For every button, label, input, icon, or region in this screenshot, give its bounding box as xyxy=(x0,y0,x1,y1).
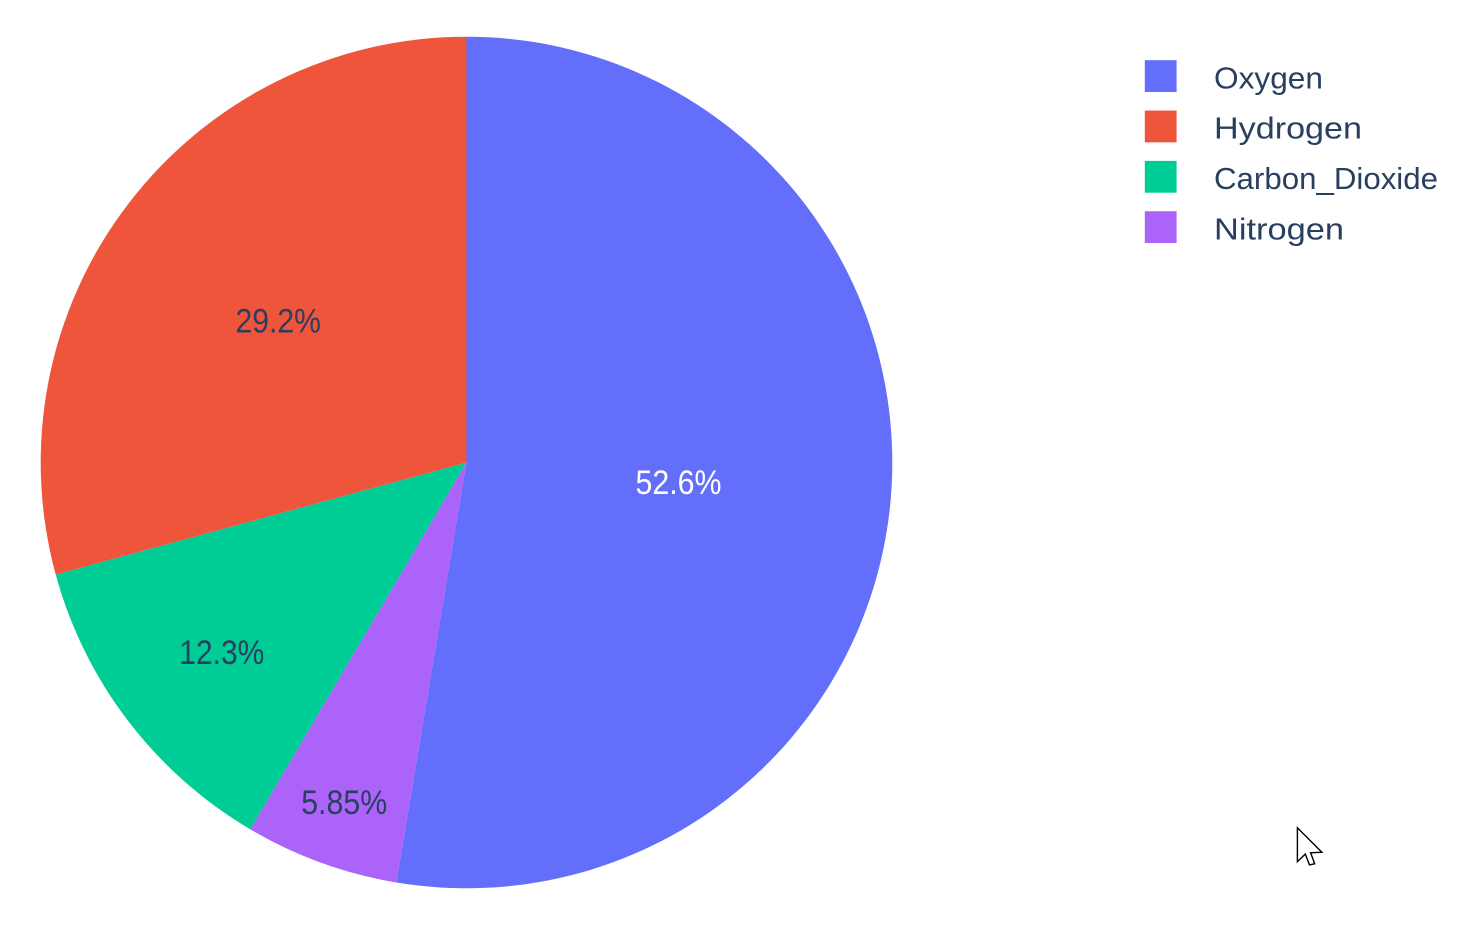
svg-text:Hydrogen: Hydrogen xyxy=(1214,112,1362,146)
svg-text:52.6%: 52.6% xyxy=(636,464,722,502)
svg-text:Nitrogen: Nitrogen xyxy=(1214,212,1344,246)
svg-text:Carbon_Dioxide: Carbon_Dioxide xyxy=(1214,162,1438,196)
svg-text:29.2%: 29.2% xyxy=(235,302,321,340)
svg-text:Oxygen: Oxygen xyxy=(1214,61,1323,95)
svg-text:5.85%: 5.85% xyxy=(301,784,387,822)
svg-text:12.3%: 12.3% xyxy=(179,634,264,672)
